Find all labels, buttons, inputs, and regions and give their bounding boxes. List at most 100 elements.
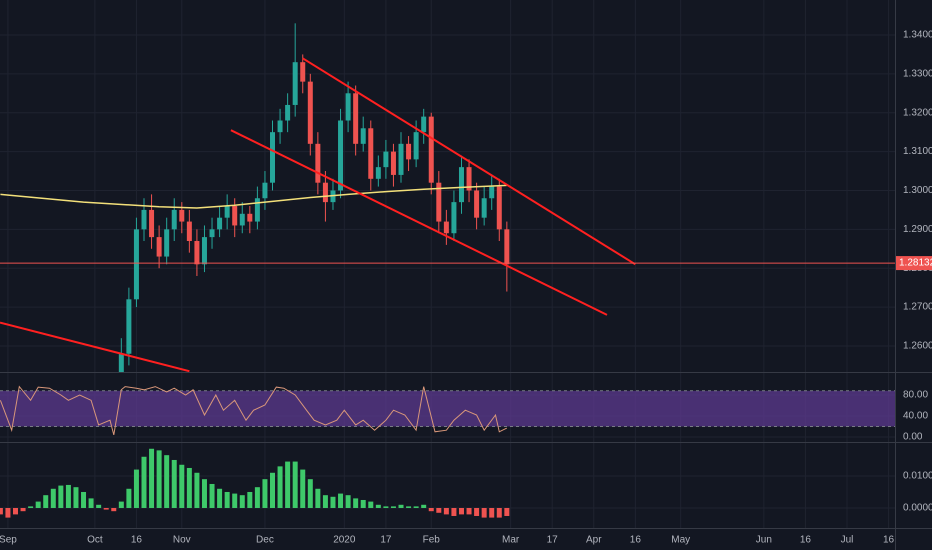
moving-average xyxy=(0,184,507,209)
x-tick-label: Apr xyxy=(586,535,602,546)
histogram-bar xyxy=(194,472,200,508)
x-tick-label: Sep xyxy=(0,535,17,546)
y-tick-label: 1.31000 xyxy=(903,146,932,157)
x-tick-label: Oct xyxy=(87,535,103,546)
candle-body xyxy=(390,151,396,175)
histogram-bar xyxy=(451,507,457,516)
histogram-bar xyxy=(406,506,412,508)
histogram-bar xyxy=(254,487,260,508)
y-tick-label: 1.33000 xyxy=(903,68,932,79)
histogram-bar xyxy=(443,507,449,515)
histogram-bar xyxy=(413,506,419,508)
histogram-bar xyxy=(353,498,359,508)
histogram-bar xyxy=(458,507,464,515)
candle-body xyxy=(353,93,359,144)
y-tick-label: 1.30000 xyxy=(903,185,932,196)
candle-body xyxy=(474,190,480,218)
histogram-bar xyxy=(171,459,177,508)
histogram-bar xyxy=(217,488,223,508)
candle-body xyxy=(375,167,381,179)
histogram-bar xyxy=(149,448,155,508)
candle-body xyxy=(466,167,472,191)
histogram-bar xyxy=(330,496,336,508)
last-price-badge xyxy=(896,256,932,271)
x-tick-label: 17 xyxy=(380,535,392,546)
candle-body xyxy=(254,198,260,222)
histogram-bar xyxy=(96,504,102,508)
candle-body xyxy=(481,198,487,218)
x-tick-label: Dec xyxy=(256,535,274,546)
trend-line xyxy=(0,321,190,372)
candle-body xyxy=(368,128,374,179)
y-tick-label: 40.00 xyxy=(903,411,928,422)
histogram-bar xyxy=(496,507,502,518)
histogram-bar xyxy=(383,506,389,508)
histogram-bar xyxy=(307,479,313,508)
histogram-bar xyxy=(201,479,207,508)
histogram-bar xyxy=(322,495,328,508)
candle-body xyxy=(209,229,215,238)
histogram-bar xyxy=(50,488,56,508)
histogram-bar xyxy=(368,501,374,508)
x-tick-label: 16 xyxy=(131,535,143,546)
y-tick-label: 1.26000 xyxy=(903,341,932,352)
candle-body xyxy=(164,229,170,257)
candle-body xyxy=(496,186,502,230)
candle-body xyxy=(133,229,139,300)
histogram-bar xyxy=(224,491,230,508)
histogram-bar xyxy=(186,467,192,508)
y-tick-label: 1.29000 xyxy=(903,224,932,235)
histogram-bar xyxy=(428,507,434,512)
candle-body xyxy=(428,116,434,183)
histogram-bar xyxy=(277,466,283,508)
candle-body xyxy=(217,217,223,230)
candle-body xyxy=(247,213,253,222)
candle-body xyxy=(277,120,283,133)
candle-body xyxy=(398,143,404,175)
histogram-bar xyxy=(300,469,306,508)
histogram-bar xyxy=(489,507,495,518)
candle-body xyxy=(171,209,177,230)
histogram-bar xyxy=(126,488,132,508)
histogram-bar xyxy=(5,507,11,518)
candle-body xyxy=(307,81,313,144)
histogram-bar xyxy=(390,506,396,508)
candle-body xyxy=(126,299,132,354)
histogram-bar xyxy=(156,450,162,508)
candle-body xyxy=(149,209,155,238)
candle-body xyxy=(141,209,147,230)
candle-body xyxy=(285,104,291,121)
last-price-label: 1.28132 xyxy=(899,258,932,269)
candle-body xyxy=(239,213,245,226)
histogram-bar xyxy=(262,479,268,508)
candle-body xyxy=(421,116,427,133)
histogram-bar xyxy=(239,495,245,508)
histogram-bar xyxy=(436,507,442,513)
candle-body xyxy=(338,120,344,191)
histogram-bar xyxy=(118,501,124,508)
candle-body xyxy=(300,62,306,82)
x-tick-label: Jun xyxy=(756,535,772,546)
histogram-bar xyxy=(12,507,18,515)
x-tick-label: Feb xyxy=(423,535,441,546)
histogram-bar xyxy=(133,469,139,508)
x-tick-label: 16 xyxy=(630,535,642,546)
histogram-bar xyxy=(88,498,94,508)
histogram-bar xyxy=(398,504,404,508)
candle-body xyxy=(360,128,366,144)
histogram-bar xyxy=(164,455,170,508)
y-tick-label: 0.01000 xyxy=(903,471,932,482)
rsi-band xyxy=(0,390,895,427)
histogram-bar xyxy=(285,461,291,508)
candle-body xyxy=(232,206,238,226)
histogram-bar xyxy=(35,501,41,508)
y-tick-label: 1.32000 xyxy=(903,107,932,118)
x-tick-label: 16 xyxy=(800,535,812,546)
candle-body xyxy=(322,182,328,203)
histogram-bar xyxy=(103,507,109,510)
histogram-bar xyxy=(81,491,87,508)
histogram-bar xyxy=(338,493,344,508)
histogram-bar xyxy=(20,507,26,512)
